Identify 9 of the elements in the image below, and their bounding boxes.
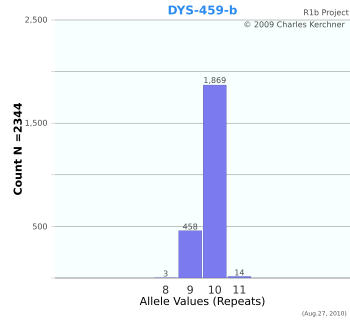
- bar: [178, 230, 202, 278]
- x-tick-label: 11: [234, 286, 246, 294]
- x-tick-label: 9: [187, 286, 193, 294]
- bar: [203, 84, 226, 278]
- y-axis-title: Count N =2344: [14, 103, 22, 195]
- chart-title: DYS-459-b: [168, 5, 237, 14]
- x-tick-label: 10: [209, 286, 222, 294]
- x-tick-label: 8: [162, 286, 168, 294]
- x-axis-title: Allele Values (Repeats): [140, 296, 264, 308]
